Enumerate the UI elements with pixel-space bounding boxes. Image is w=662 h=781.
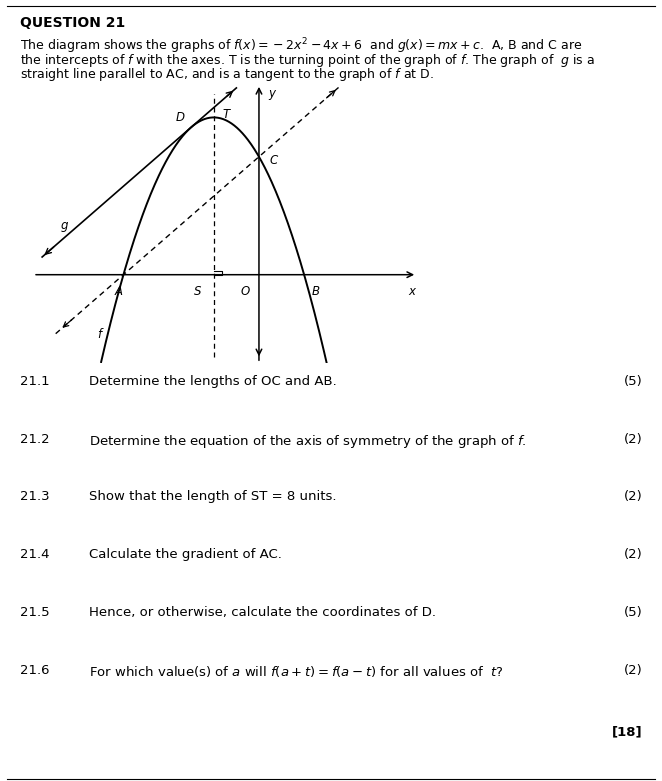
Text: $y$: $y$ [268,88,277,102]
Text: 21.3: 21.3 [20,490,50,504]
Text: $g$: $g$ [60,220,70,234]
Text: 21.1: 21.1 [20,375,50,388]
Text: (2): (2) [624,433,642,446]
Text: $O$: $O$ [240,284,251,298]
Text: (2): (2) [624,490,642,504]
Text: $B$: $B$ [311,284,320,298]
Text: The diagram shows the graphs of $f(x) =  -2x^2 - 4x + 6$  and $g(x) = mx + c$.  : The diagram shows the graphs of $f(x) = … [20,37,582,56]
Text: Determine the lengths of OC and AB.: Determine the lengths of OC and AB. [89,375,337,388]
Text: $T$: $T$ [222,108,232,121]
Text: Show that the length of ST = 8 units.: Show that the length of ST = 8 units. [89,490,337,504]
Text: 21.4: 21.4 [20,548,50,562]
Text: Determine the equation of the axis of symmetry of the graph of $f$.: Determine the equation of the axis of sy… [89,433,527,450]
Text: (2): (2) [624,548,642,562]
Text: $D$: $D$ [175,111,185,124]
Text: straight line parallel to AC, and is a tangent to the graph of $f$ at D.: straight line parallel to AC, and is a t… [20,66,434,84]
Text: $S$: $S$ [193,284,203,298]
Text: $x$: $x$ [408,284,417,298]
Text: 21.5: 21.5 [20,606,50,619]
Text: $A$: $A$ [114,284,124,298]
Text: QUESTION 21: QUESTION 21 [20,16,125,30]
Text: (2): (2) [624,664,642,677]
Text: $C$: $C$ [269,154,279,167]
Text: (5): (5) [624,375,642,388]
Text: Hence, or otherwise, calculate the coordinates of D.: Hence, or otherwise, calculate the coord… [89,606,436,619]
Text: 21.6: 21.6 [20,664,50,677]
Text: the intercepts of $f$ with the axes. T is the turning point of the graph of $f$.: the intercepts of $f$ with the axes. T i… [20,52,594,69]
Text: $f$: $f$ [97,326,105,341]
Text: 21.2: 21.2 [20,433,50,446]
Text: Calculate the gradient of AC.: Calculate the gradient of AC. [89,548,282,562]
Text: [18]: [18] [612,726,642,739]
Text: (5): (5) [624,606,642,619]
Text: For which value(s) of $a$ will $f(a + t) = f(a - t)$ for all values of  $t$?: For which value(s) of $a$ will $f(a + t)… [89,664,504,679]
